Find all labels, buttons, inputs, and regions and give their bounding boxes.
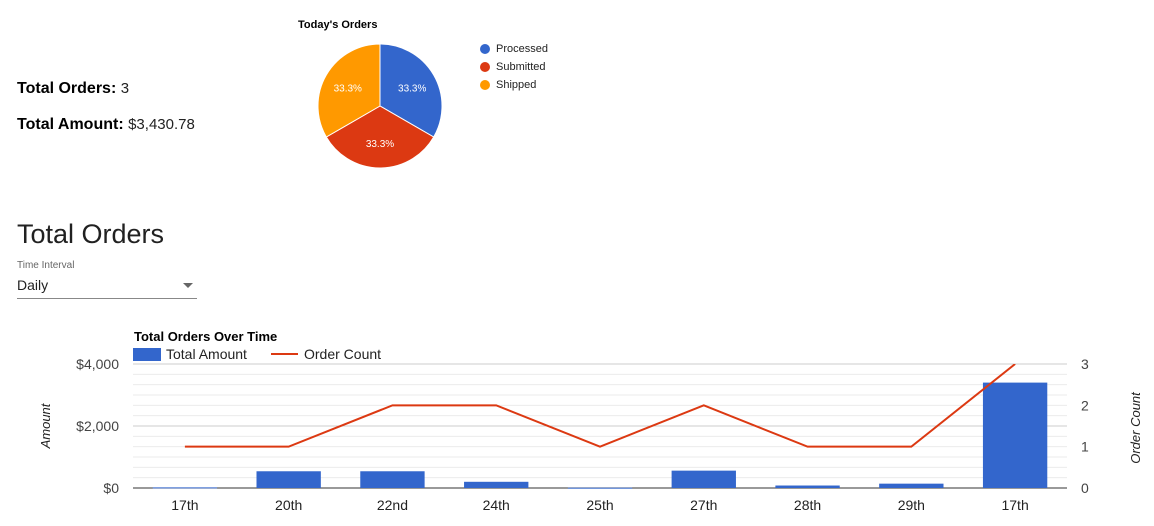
y2-axis-tick-label: 0 xyxy=(1081,480,1089,496)
total-amount-bar xyxy=(671,470,736,488)
pie-slice-label: 33.3% xyxy=(398,83,426,94)
y2-axis-tick-label: 2 xyxy=(1081,397,1089,413)
legend-swatch-total-amount xyxy=(133,348,161,361)
x-axis-tick-label: 27th xyxy=(690,497,717,513)
pie-legend-label: Submitted xyxy=(496,61,546,73)
section-title: Total Orders xyxy=(17,219,165,249)
pie-chart: 33.3% 33.3% 33.3% xyxy=(317,43,443,169)
x-axis-tick-label: 20th xyxy=(275,497,302,513)
legend-dot-icon xyxy=(480,62,490,72)
x-axis-tick-label: 28th xyxy=(794,497,821,513)
pie-legend: Processed Submitted Shipped xyxy=(480,43,600,103)
total-orders-value: 3 xyxy=(120,80,130,97)
legend-dot-icon xyxy=(480,44,490,54)
pie-slice-label: 33.3% xyxy=(334,83,362,94)
total-amount-bar xyxy=(567,487,633,489)
legend-label-total-amount: Total Amount xyxy=(166,346,247,362)
time-interval-select[interactable]: Daily xyxy=(17,276,197,299)
x-axis-tick-label: 17th xyxy=(171,497,198,513)
y-axis-tick-label: $0 xyxy=(103,480,119,496)
orders-over-time-chart: Total Amount Order Count $0 $2,000 $4,000 0 1 2… xyxy=(38,346,1143,513)
order-count-line xyxy=(184,364,1016,448)
total-amount-bar xyxy=(464,481,529,488)
time-interval-value: Daily xyxy=(17,277,49,293)
pie-slice-shipped xyxy=(317,43,381,138)
pie-chart-title: Today's Orders xyxy=(298,19,378,31)
pie-legend-item: Submitted xyxy=(480,61,546,73)
total-amount-bar xyxy=(152,487,218,489)
total-amount-label: Total Amount: xyxy=(17,116,124,133)
pie-legend-label: Processed xyxy=(496,43,548,55)
total-amount-bar xyxy=(775,485,840,488)
total-amount-bar xyxy=(256,471,321,488)
total-orders-label: Total Orders: xyxy=(17,80,117,97)
total-amount-bar xyxy=(360,471,425,488)
x-axis-tick-label: 24th xyxy=(483,497,510,513)
x-axis-tick-label: 22nd xyxy=(377,497,408,513)
x-axis-tick-label: 29th xyxy=(898,497,925,513)
total-orders-stat: Total Orders: 3 xyxy=(17,80,129,98)
pie-slice-processed xyxy=(379,43,443,138)
y-axis-tick-label: $4,000 xyxy=(76,356,119,372)
x-axis-tick-label: 25th xyxy=(586,497,613,513)
legend-label-order-count: Order Count xyxy=(304,346,381,362)
legend-dot-icon xyxy=(480,80,490,90)
y2-axis-tick-label: 3 xyxy=(1081,356,1089,372)
pie-legend-item: Processed xyxy=(480,43,548,55)
pie-legend-label: Shipped xyxy=(496,79,537,91)
total-amount-value: $3,430.78 xyxy=(128,116,195,133)
pie-slice-label: 33.3% xyxy=(366,139,394,150)
total-amount-stat: Total Amount: $3,430.78 xyxy=(17,116,195,134)
time-interval-label: Time Interval xyxy=(17,260,75,271)
y2-axis-tick-label: 1 xyxy=(1081,439,1089,455)
y2-axis-title: Order Count xyxy=(1128,391,1143,464)
total-amount-bar xyxy=(879,483,944,488)
pie-legend-item: Shipped xyxy=(480,79,536,91)
x-axis-tick-label: 17th xyxy=(1001,497,1028,513)
bar-chart-title: Total Orders Over Time xyxy=(134,329,278,344)
y-axis-title: Amount xyxy=(38,402,53,449)
dropdown-arrow-icon xyxy=(183,283,193,288)
y-axis-tick-label: $2,000 xyxy=(76,418,119,434)
total-amount-bar xyxy=(982,382,1048,488)
